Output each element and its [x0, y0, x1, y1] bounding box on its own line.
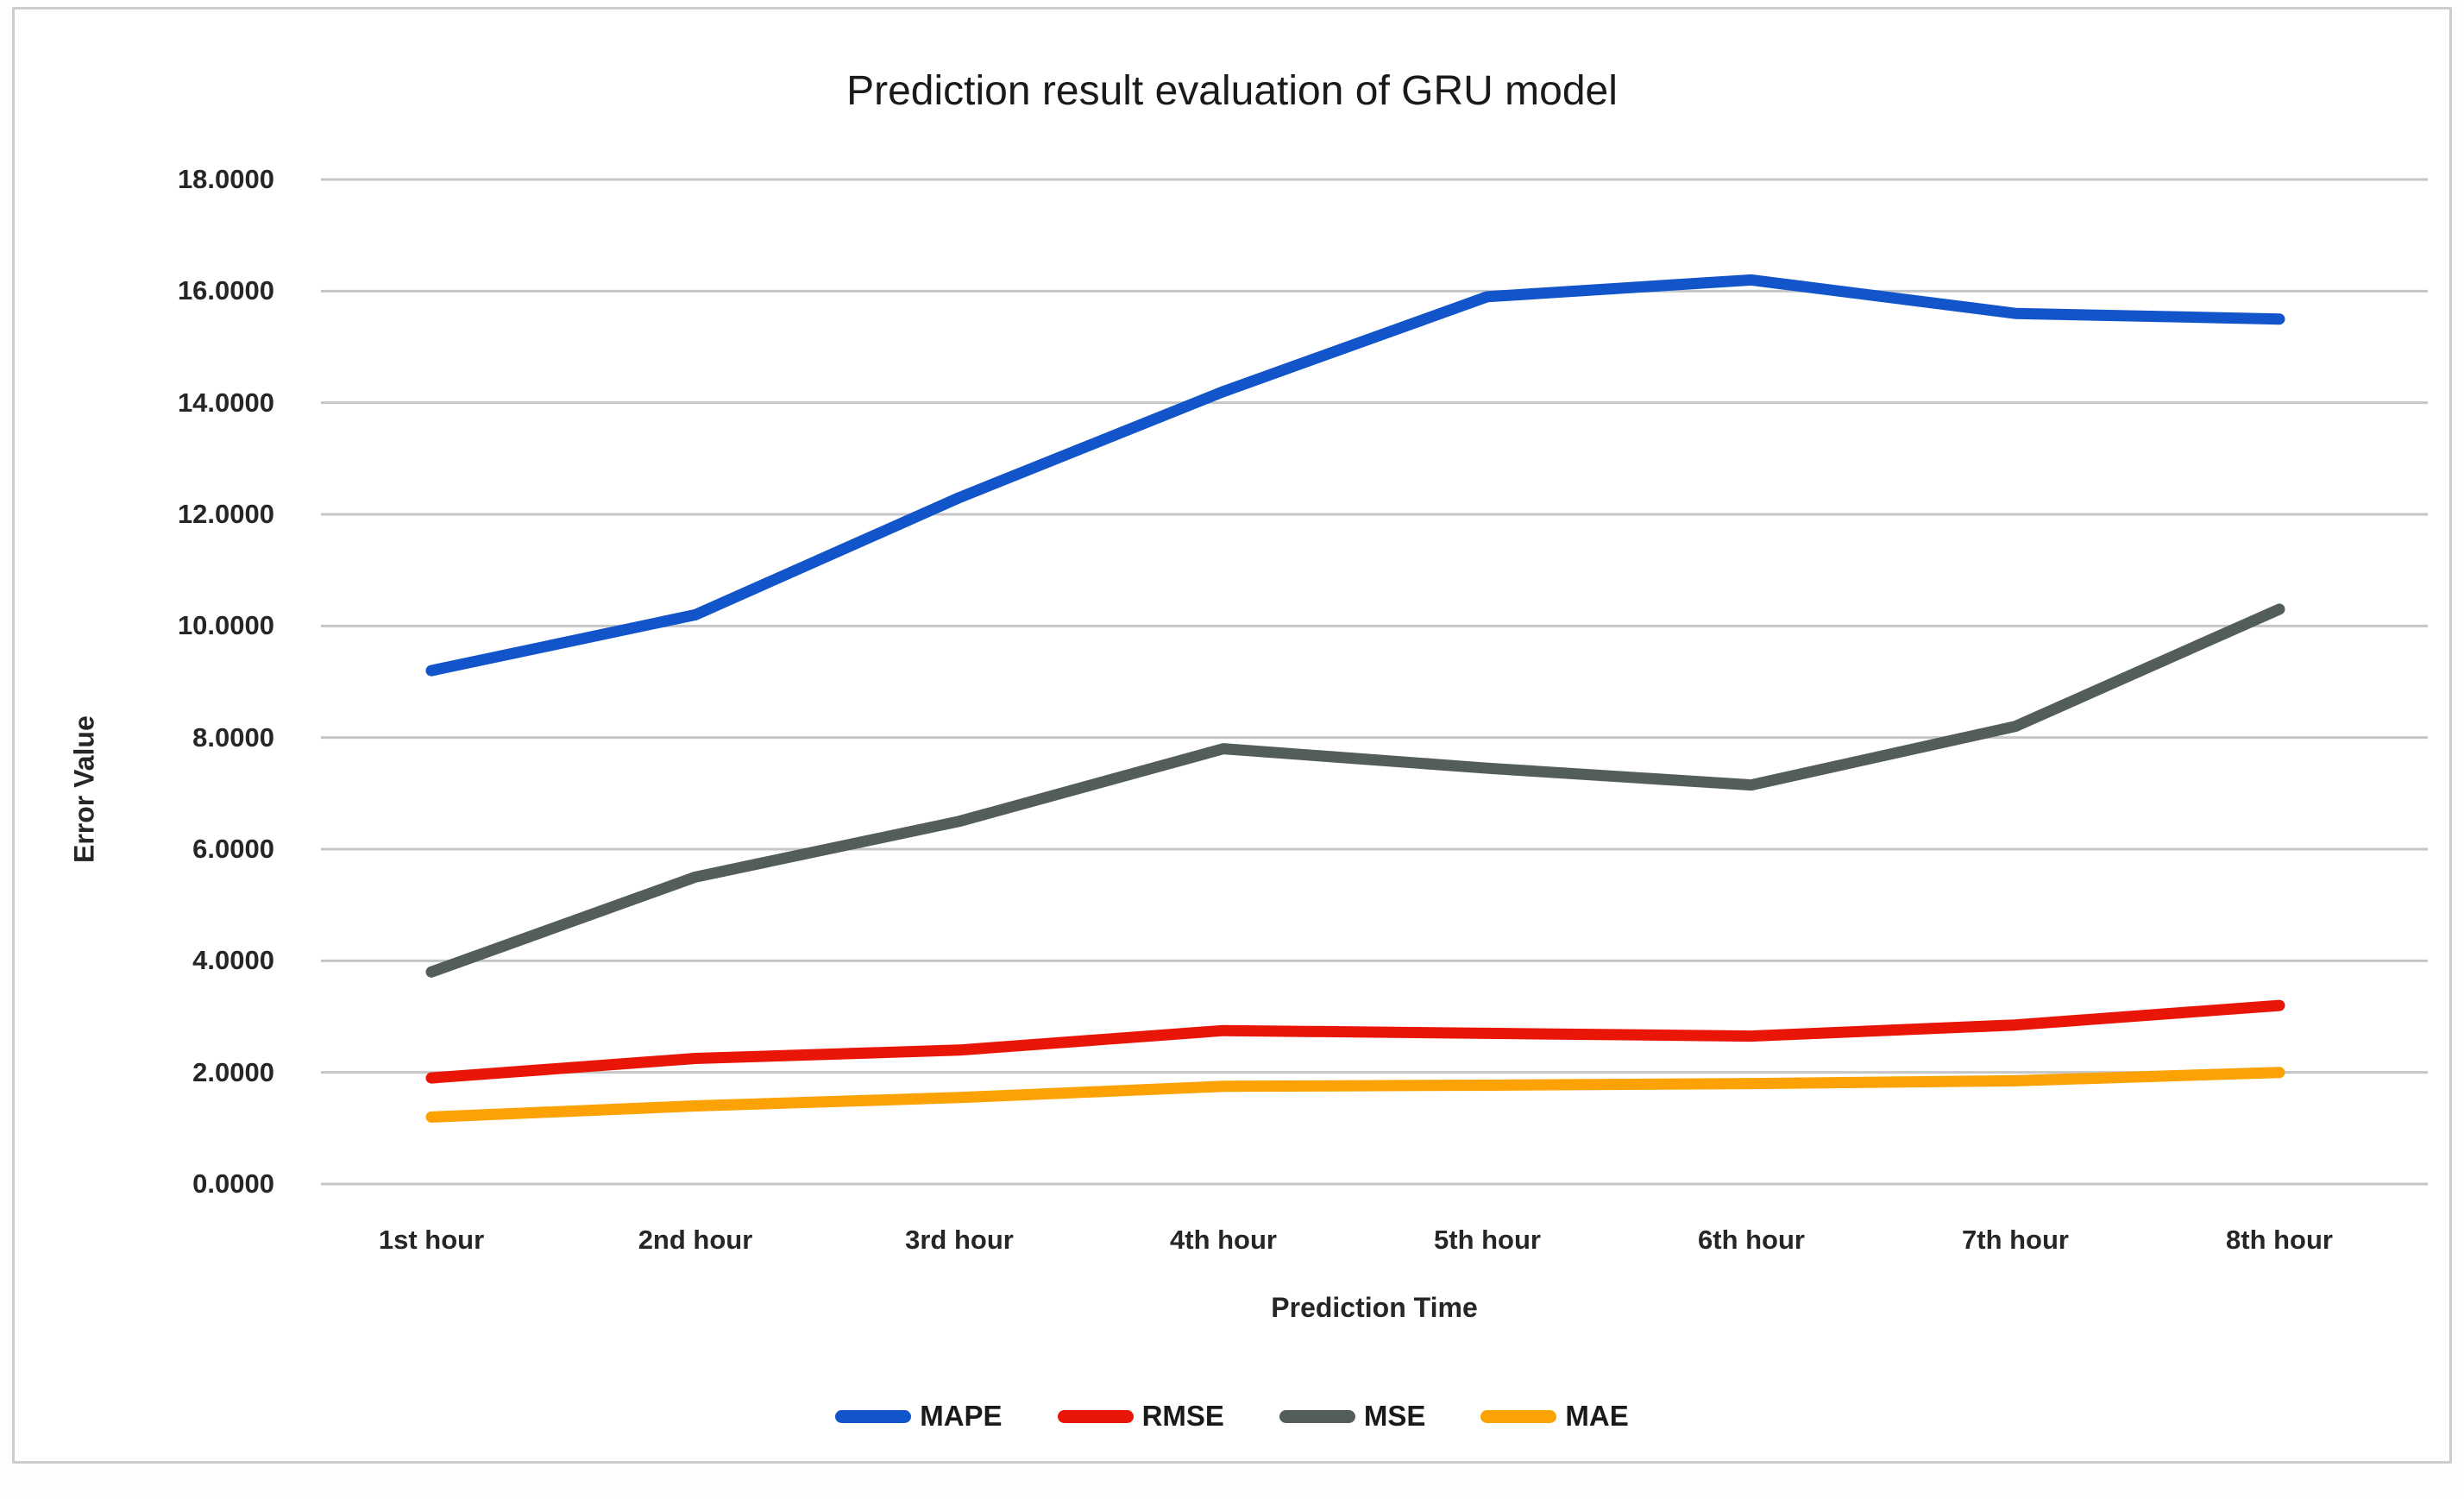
mse-line-swatch: [1279, 1409, 1355, 1423]
y-tick-label: 8.0000: [192, 721, 274, 753]
x-tick-label: 2nd hour: [638, 1225, 753, 1255]
y-tick-label: 0.0000: [192, 1168, 274, 1199]
legend-item-rmse: RMSE: [1057, 1400, 1224, 1433]
y-tick-label: 2.0000: [192, 1056, 274, 1087]
legend-label-mae: MAE: [1565, 1400, 1629, 1432]
mse-line: [425, 603, 2285, 978]
x-tick-label: 8th hour: [2226, 1225, 2333, 1255]
gridlines: [321, 178, 2428, 1186]
rmse-line-swatch: [1057, 1409, 1134, 1423]
legend-item-mse: MSE: [1279, 1400, 1426, 1433]
y-tick-label: 6.0000: [192, 834, 274, 864]
x-tick-label: 5th hour: [1434, 1225, 1541, 1255]
legend-item-mape: MAPE: [835, 1400, 1003, 1433]
y-tick-label: 14.0000: [177, 387, 274, 418]
chart-legend: MAPE RMSE MSE MAE: [0, 1400, 2464, 1433]
mae-line-swatch: [1480, 1409, 1557, 1423]
y-tick-label: 4.0000: [192, 945, 274, 976]
figure-border: [12, 7, 2452, 1464]
x-tick-label: 7th hour: [1962, 1225, 2069, 1255]
x-tick-label: 4th hour: [1170, 1225, 1277, 1255]
x-axis-title: Prediction Time: [1271, 1292, 1478, 1323]
y-tick-label: 18.0000: [177, 164, 274, 194]
rmse-line: [425, 999, 2285, 1084]
y-tick-label: 12.0000: [177, 499, 274, 529]
y-tick-label: 16.0000: [177, 275, 274, 306]
x-tick-label: 6th hour: [1698, 1225, 1805, 1255]
x-tick-label: 3rd hour: [905, 1225, 1014, 1255]
mape-line-swatch: [835, 1409, 912, 1423]
legend-item-mae: MAE: [1480, 1400, 1629, 1433]
series-lines: [425, 274, 2285, 1123]
legend-label-mape: MAPE: [920, 1400, 1003, 1432]
mae-line: [425, 1067, 2285, 1123]
mape-line: [425, 274, 2285, 677]
legend-label-mse: MSE: [1363, 1400, 1426, 1432]
legend-label-rmse: RMSE: [1141, 1400, 1224, 1432]
x-tick-label: 1st hour: [378, 1225, 485, 1255]
y-tick-label: 10.0000: [177, 610, 274, 641]
chart-title: Prediction result evaluation of GRU mode…: [846, 68, 1618, 114]
